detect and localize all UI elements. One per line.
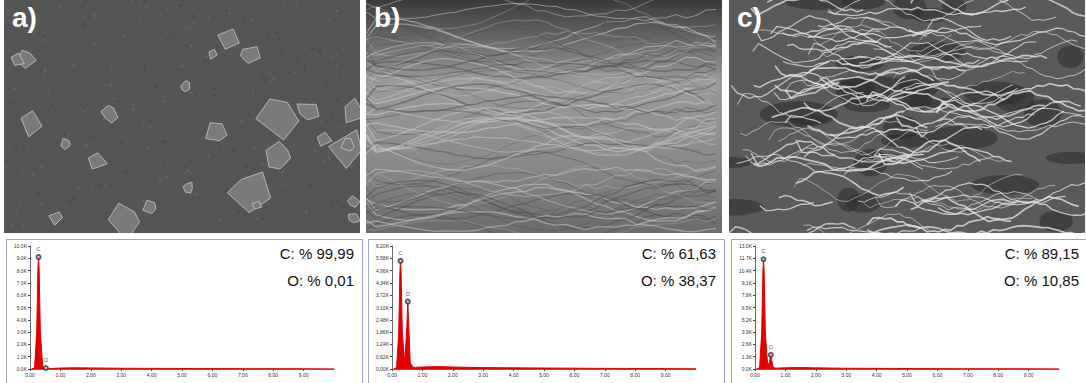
svg-text:0.00: 0.00 <box>750 372 760 378</box>
svg-text:9.1K: 9.1K <box>742 280 753 286</box>
svg-text:9.0K: 9.0K <box>17 255 28 261</box>
svg-text:3.00: 3.00 <box>116 372 126 378</box>
svg-text:9.00: 9.00 <box>1024 372 1034 378</box>
svg-text:10.4K: 10.4K <box>739 268 753 274</box>
svg-text:1.00: 1.00 <box>781 372 791 378</box>
svg-text:C: C <box>36 246 41 252</box>
svg-text:1.0K: 1.0K <box>17 354 28 360</box>
svg-text:6.00: 6.00 <box>208 372 218 378</box>
svg-text:3.9K: 3.9K <box>742 329 753 335</box>
svg-text:O: % 10,85: O: % 10,85 <box>1004 272 1079 289</box>
svg-text:4.34K: 4.34K <box>376 280 390 286</box>
html-text:c): c) <box>737 2 762 33</box>
svg-text:5.00: 5.00 <box>539 372 549 378</box>
svg-text:2.48K: 2.48K <box>376 317 390 323</box>
svg-text:C: % 99,99: C: % 99,99 <box>280 245 354 262</box>
svg-text:0.00K: 0.00K <box>375 366 389 372</box>
svg-text:C: C <box>398 250 403 256</box>
svg-text:8.00: 8.00 <box>268 372 278 378</box>
svg-text:4.0K: 4.0K <box>17 317 28 323</box>
svg-text:0.0K: 0.0K <box>741 366 752 372</box>
svg-text:4.00: 4.00 <box>509 372 519 378</box>
svg-text:9.00: 9.00 <box>661 372 671 378</box>
svg-text:3.72K: 3.72K <box>376 292 390 298</box>
svg-text:5.00: 5.00 <box>177 372 187 378</box>
svg-text:O: % 38,37: O: % 38,37 <box>641 272 716 289</box>
svg-text:4.00: 4.00 <box>872 372 882 378</box>
svg-text:2.00: 2.00 <box>811 372 821 378</box>
svg-text:3.00: 3.00 <box>841 372 851 378</box>
svg-text:7.00: 7.00 <box>238 372 248 378</box>
svg-text:2.6K: 2.6K <box>742 341 753 347</box>
svg-text:3.10K: 3.10K <box>376 305 390 311</box>
svg-text:1.00: 1.00 <box>418 372 428 378</box>
svg-text:8.00: 8.00 <box>630 372 640 378</box>
svg-text:O: O <box>405 291 410 297</box>
svg-text:6.5K: 6.5K <box>742 305 753 311</box>
svg-text:10.0K: 10.0K <box>14 243 28 249</box>
svg-text:O: % 0,01: O: % 0,01 <box>287 272 354 289</box>
svg-text:9.00: 9.00 <box>299 372 309 378</box>
svg-text:1.24K: 1.24K <box>376 341 390 347</box>
svg-text:0.0K: 0.0K <box>16 366 27 372</box>
svg-text:2.00: 2.00 <box>86 372 96 378</box>
svg-text:3.00: 3.00 <box>478 372 488 378</box>
svg-text:7.0K: 7.0K <box>17 280 28 286</box>
svg-text:1.3K: 1.3K <box>742 354 753 360</box>
svg-text:O: O <box>768 344 773 350</box>
html-text:a): a) <box>12 2 37 33</box>
svg-text:7.8K: 7.8K <box>742 292 753 298</box>
svg-text:0.62K: 0.62K <box>376 354 390 360</box>
svg-text:4.00: 4.00 <box>147 372 157 378</box>
html-text:b): b) <box>374 2 401 33</box>
svg-text:C: % 89,15: C: % 89,15 <box>1005 245 1079 262</box>
svg-text:8.0K: 8.0K <box>17 268 28 274</box>
svg-text:5.0K: 5.0K <box>17 305 28 311</box>
svg-text:1.00: 1.00 <box>56 372 66 378</box>
svg-text:O: O <box>43 357 48 363</box>
svg-text:6.00: 6.00 <box>570 372 580 378</box>
svg-text:0.00: 0.00 <box>387 372 397 378</box>
svg-text:2.00: 2.00 <box>448 372 458 378</box>
svg-text:2.0K: 2.0K <box>17 341 28 347</box>
svg-text:5.00: 5.00 <box>902 372 912 378</box>
svg-text:1.86K: 1.86K <box>376 329 390 335</box>
svg-text:6.0K: 6.0K <box>17 292 28 298</box>
svg-text:5.2K: 5.2K <box>742 317 753 323</box>
svg-text:11.7K: 11.7K <box>739 255 752 261</box>
svg-text:6.00: 6.00 <box>933 372 943 378</box>
svg-text:C: C <box>761 248 766 254</box>
svg-text:5.58K: 5.58K <box>376 255 390 261</box>
svg-text:4.96K: 4.96K <box>376 268 390 274</box>
svg-text:7.00: 7.00 <box>963 372 973 378</box>
svg-text:C: % 61,63: C: % 61,63 <box>642 245 716 262</box>
svg-text:7.00: 7.00 <box>600 372 610 378</box>
svg-text:8.00: 8.00 <box>993 372 1003 378</box>
svg-text:13.0K: 13.0K <box>739 243 753 249</box>
svg-text:6.20K: 6.20K <box>376 243 390 249</box>
svg-text:3.0K: 3.0K <box>17 329 28 335</box>
svg-text:0.00: 0.00 <box>25 372 35 378</box>
